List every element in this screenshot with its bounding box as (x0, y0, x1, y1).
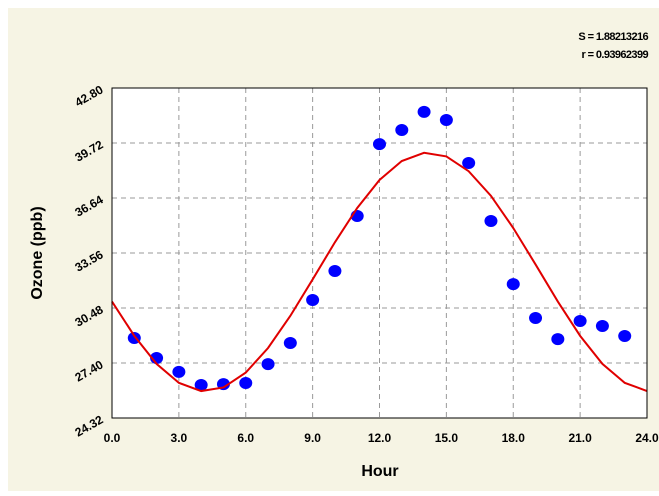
x-tick-label: 12.0 (368, 431, 392, 445)
x-tick-label: 18.0 (502, 431, 526, 445)
data-point (439, 113, 453, 126)
y-axis-label: Ozone (ppb) (29, 206, 46, 299)
data-point (462, 157, 476, 169)
data-point (395, 123, 409, 136)
plot-border (111, 87, 648, 419)
x-tick-label: 3.0 (171, 431, 188, 445)
data-point (239, 377, 253, 389)
data-point (506, 278, 520, 291)
data-point (261, 358, 275, 371)
data-point (306, 293, 320, 306)
annotation: r = 0.93962399 (581, 49, 648, 61)
data-point (417, 105, 431, 118)
x-axis-label: Hour (361, 463, 398, 480)
data-point (573, 315, 587, 328)
data-point (551, 333, 565, 346)
fit-curve (111, 151, 648, 393)
marks (111, 105, 648, 393)
x-tick-label: 0.0 (104, 431, 121, 445)
x-tick-label: 9.0 (304, 431, 321, 445)
annotation: S = 1.88213216 (578, 31, 648, 43)
data-point (328, 265, 342, 278)
x-tick-label: 15.0 (435, 431, 459, 445)
data-point (484, 215, 498, 228)
data-point (529, 312, 543, 324)
x-tick-label: 6.0 (237, 431, 254, 445)
x-tick-label: 21.0 (568, 431, 592, 445)
data-point (595, 320, 609, 333)
data-point (194, 378, 208, 391)
data-point (283, 337, 297, 349)
x-tick-label: 24.0 (635, 431, 659, 445)
data-point (373, 138, 386, 151)
data-point (172, 365, 186, 378)
data-point (618, 330, 632, 343)
